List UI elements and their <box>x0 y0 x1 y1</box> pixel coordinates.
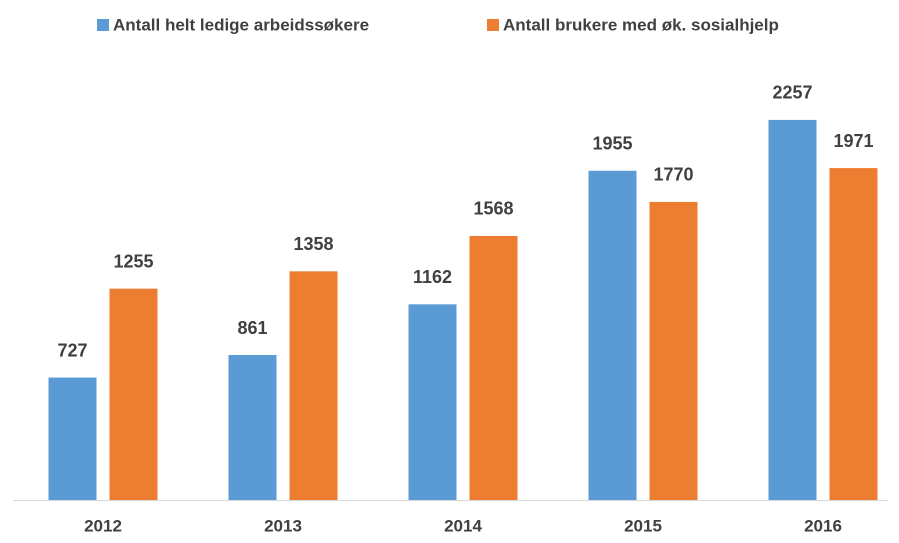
bar <box>469 235 518 501</box>
data-label: 1255 <box>113 251 153 271</box>
data-label: 1770 <box>653 165 693 185</box>
data-label: 2257 <box>772 83 812 103</box>
bar <box>408 304 457 500</box>
legend-swatch <box>487 19 499 31</box>
bar <box>109 288 158 500</box>
x-tick-label: 2016 <box>804 516 842 535</box>
bar <box>588 170 637 500</box>
bar <box>649 201 698 500</box>
data-label: 1568 <box>473 199 513 219</box>
data-label: 1358 <box>293 234 333 254</box>
legend-swatch <box>97 19 109 31</box>
data-label: 1162 <box>413 267 452 287</box>
data-label: 727 <box>57 340 87 360</box>
bar <box>48 377 97 500</box>
data-label: 1955 <box>592 134 632 154</box>
data-label: 861 <box>237 318 267 338</box>
legend-label: Antall helt ledige arbeidssøkere <box>113 15 369 34</box>
bar <box>228 355 277 500</box>
bar <box>768 119 817 500</box>
legend-label: Antall brukere med øk. sosialhjelp <box>503 15 779 34</box>
data-label: 1971 <box>833 131 873 151</box>
x-tick-label: 2014 <box>444 516 482 535</box>
x-tick-label: 2013 <box>264 516 302 535</box>
x-tick-label: 2012 <box>84 516 122 535</box>
bar <box>289 271 338 500</box>
bar <box>829 168 878 500</box>
x-tick-label: 2015 <box>624 516 662 535</box>
